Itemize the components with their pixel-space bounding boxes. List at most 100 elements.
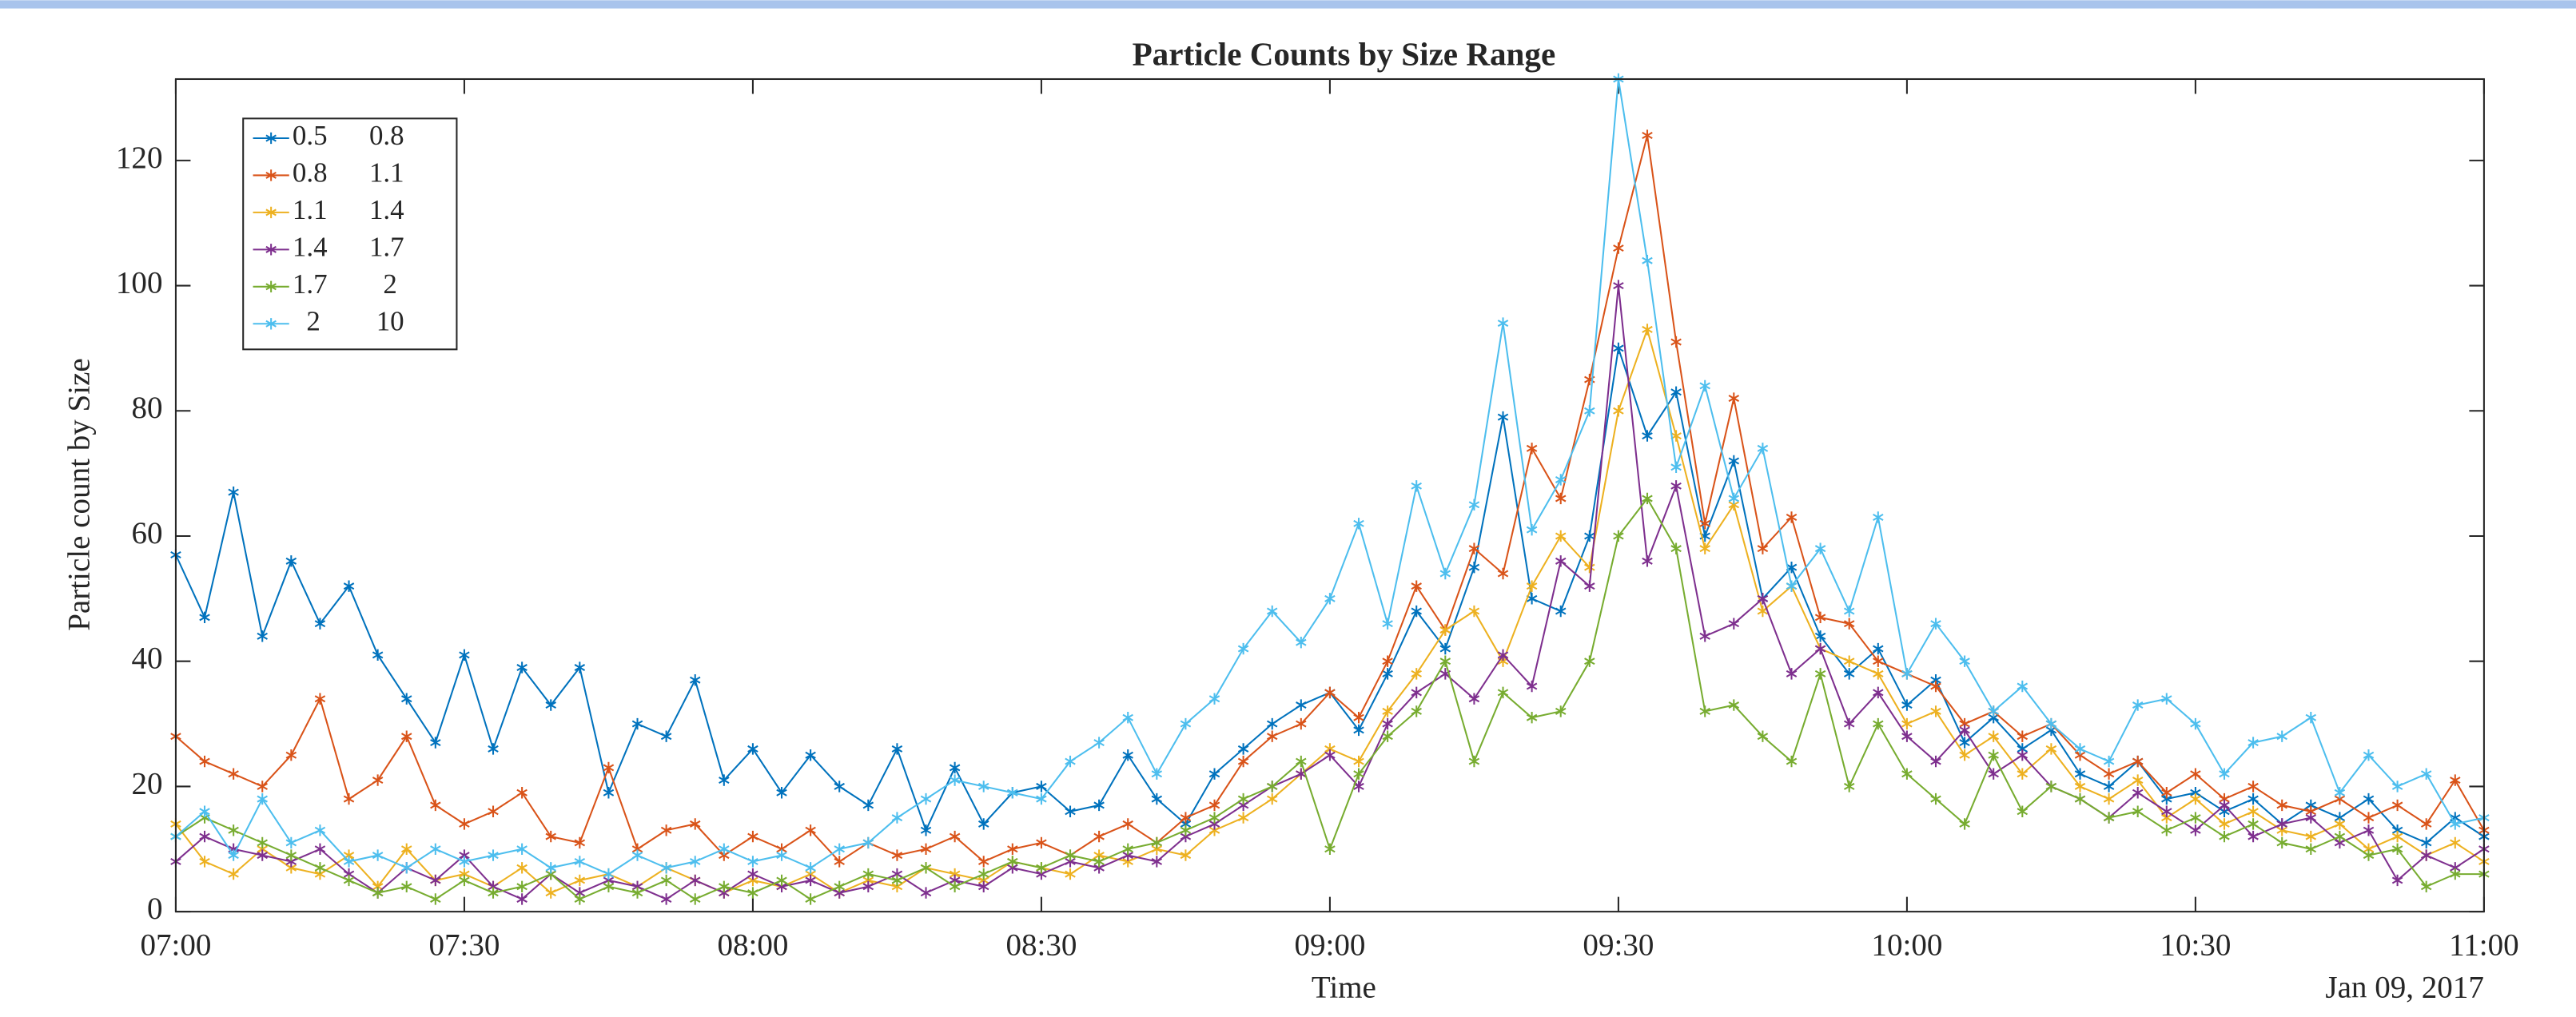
x-tick-label: 08:00 (717, 928, 788, 962)
marker (2190, 824, 2201, 836)
legend-item: 0.5 0.8 (253, 120, 404, 151)
marker (2391, 843, 2403, 855)
marker (1642, 324, 1653, 336)
marker (603, 761, 615, 774)
marker (805, 749, 816, 761)
marker (199, 805, 210, 817)
marker (2132, 755, 2144, 768)
marker (545, 699, 556, 711)
marker (1007, 856, 1018, 868)
marker (2074, 768, 2086, 780)
marker (1122, 818, 1133, 830)
legend-item: 1.1 1.4 (253, 194, 404, 225)
marker (1324, 749, 1336, 761)
marker (949, 830, 961, 843)
marker (1468, 499, 1480, 511)
marker (2132, 774, 2144, 786)
marker (2363, 849, 2375, 861)
marker (1151, 768, 1163, 780)
marker (285, 555, 297, 567)
marker (2305, 830, 2317, 843)
marker (1613, 530, 1624, 542)
marker (199, 755, 210, 768)
legend-label: 1.4 1.7 (293, 231, 404, 262)
marker (2103, 755, 2115, 768)
marker (689, 856, 701, 868)
marker (949, 761, 961, 774)
marker (2248, 793, 2259, 805)
marker (2363, 812, 2375, 824)
marker (2017, 730, 2029, 742)
marker (1699, 630, 1710, 642)
marker (949, 774, 961, 786)
marker (400, 693, 412, 705)
marker (199, 611, 210, 624)
marker (2305, 712, 2317, 724)
marker (1411, 668, 1422, 680)
marker (1728, 492, 1740, 505)
marker (1208, 693, 1220, 705)
y-axis-label: Particle count by Size (62, 358, 97, 631)
marker (1670, 336, 1682, 348)
marker (1584, 655, 1595, 667)
marker (459, 874, 470, 887)
marker (1266, 730, 1278, 742)
marker (314, 843, 326, 855)
marker (1497, 411, 1509, 423)
marker (1382, 618, 1393, 630)
marker (2103, 812, 2115, 824)
marker (516, 843, 528, 855)
marker (1266, 717, 1278, 730)
marker (516, 862, 528, 874)
marker (1036, 862, 1047, 874)
marker (1901, 699, 1913, 711)
marker (1296, 636, 1307, 649)
chart-title: Particle Counts by Size Range (1133, 36, 1556, 73)
marker (1122, 843, 1133, 855)
marker (719, 774, 730, 786)
marker (1901, 730, 1913, 742)
marker (631, 849, 643, 861)
marker (1411, 705, 1422, 717)
marker (1642, 255, 1653, 267)
marker (2276, 818, 2287, 830)
marker (1093, 830, 1105, 843)
y-tick-label: 0 (147, 892, 163, 926)
marker (1353, 724, 1364, 737)
marker (228, 824, 239, 836)
marker (719, 880, 730, 892)
marker (1036, 836, 1047, 849)
marker (574, 661, 586, 673)
marker (372, 774, 384, 786)
marker (516, 661, 528, 673)
x-tick-label: 10:30 (2160, 928, 2231, 962)
marker (977, 856, 989, 868)
marker (1151, 856, 1163, 868)
marker (1873, 717, 1884, 730)
marker (949, 880, 961, 892)
marker (2017, 749, 2029, 761)
marker (430, 843, 441, 855)
marker (2190, 812, 2201, 824)
marker (891, 849, 903, 861)
marker (574, 856, 586, 868)
marker (1814, 668, 1826, 680)
marker (1930, 680, 1941, 693)
marker (1439, 567, 1451, 580)
marker (1526, 680, 1538, 693)
x-tick-label: 07:00 (140, 928, 211, 962)
marker (2161, 824, 2172, 836)
marker (1959, 655, 1970, 667)
series-line (175, 497, 2484, 900)
marker (1439, 624, 1451, 636)
marker (1497, 649, 1509, 661)
legend-label: 1.1 1.4 (293, 194, 404, 225)
marker (862, 868, 874, 880)
marker (574, 874, 586, 887)
marker (285, 749, 297, 761)
marker (2103, 768, 2115, 780)
marker (1901, 717, 1913, 730)
marker (805, 862, 816, 874)
marker (2190, 793, 2201, 805)
marker (1208, 812, 1220, 824)
